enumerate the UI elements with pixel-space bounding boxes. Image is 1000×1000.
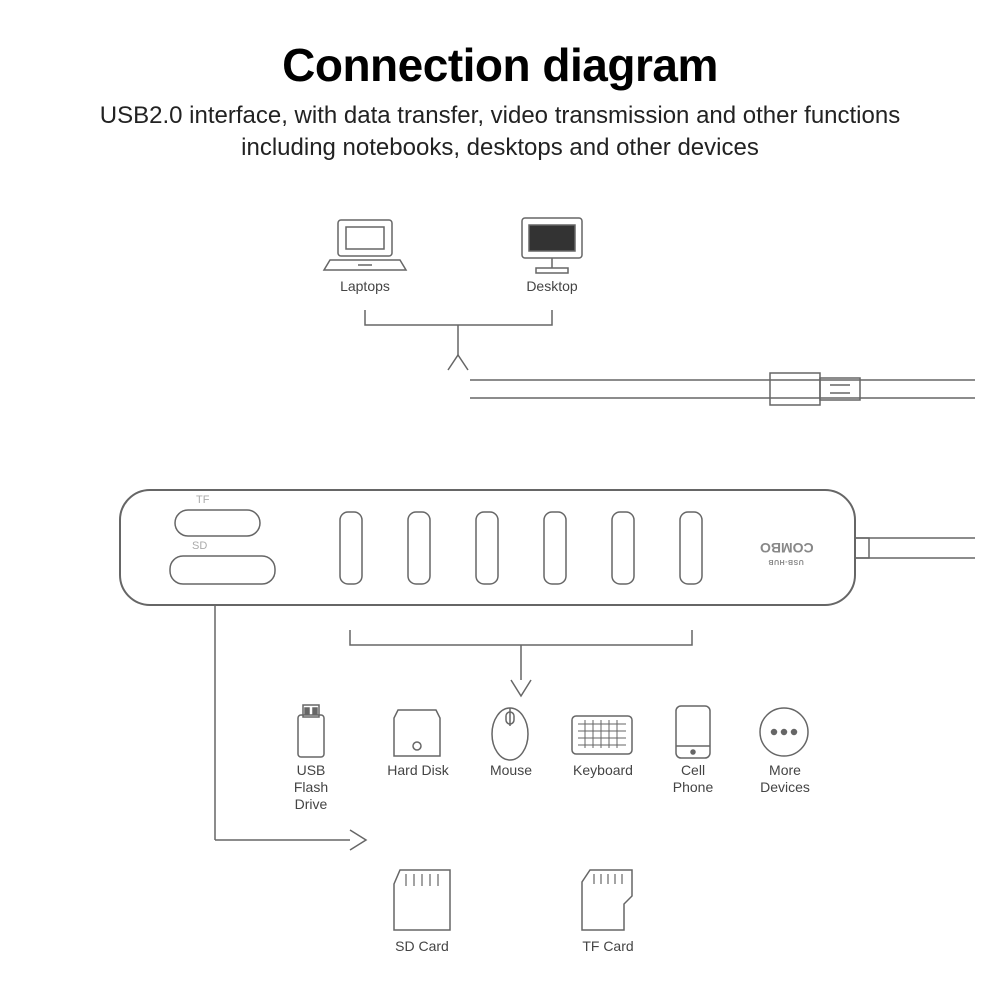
hard-disk-icon [394, 710, 440, 756]
page-subtitle: USB2.0 interface, with data transfer, vi… [70, 100, 930, 165]
usb-hub [120, 490, 975, 605]
tf-card-icon [582, 870, 632, 930]
usb-flash-icon [298, 705, 324, 757]
label-desktop: Desktop [522, 278, 582, 295]
keyboard-icon [572, 716, 632, 754]
hub-brand: COMBO [760, 540, 814, 556]
hub-tf-label: TF [196, 494, 209, 506]
cell-phone-icon [676, 706, 710, 758]
label-laptops: Laptops [335, 278, 395, 295]
hub-brand-sub: USB-HUB [768, 558, 804, 565]
label-mouse: Mouse [484, 762, 538, 779]
usb-plug-icon [770, 373, 860, 405]
laptop-icon [324, 220, 406, 270]
page-title: Connection diagram [0, 0, 1000, 92]
label-cell-phone: Cell Phone [660, 762, 726, 796]
desktop-icon [522, 218, 582, 273]
label-hard-disk: Hard Disk [386, 762, 450, 779]
label-keyboard: Keyboard [570, 762, 636, 779]
label-tf-card: TF Card [578, 938, 638, 955]
more-devices-icon [760, 708, 808, 756]
mouse-icon [492, 708, 528, 760]
label-sd-card: SD Card [392, 938, 452, 955]
sd-card-icon [394, 870, 450, 930]
hub-sd-label: SD [192, 540, 207, 552]
label-usb-flash: USB Flash Drive [276, 762, 346, 812]
label-more-devices: More Devices [756, 762, 814, 796]
